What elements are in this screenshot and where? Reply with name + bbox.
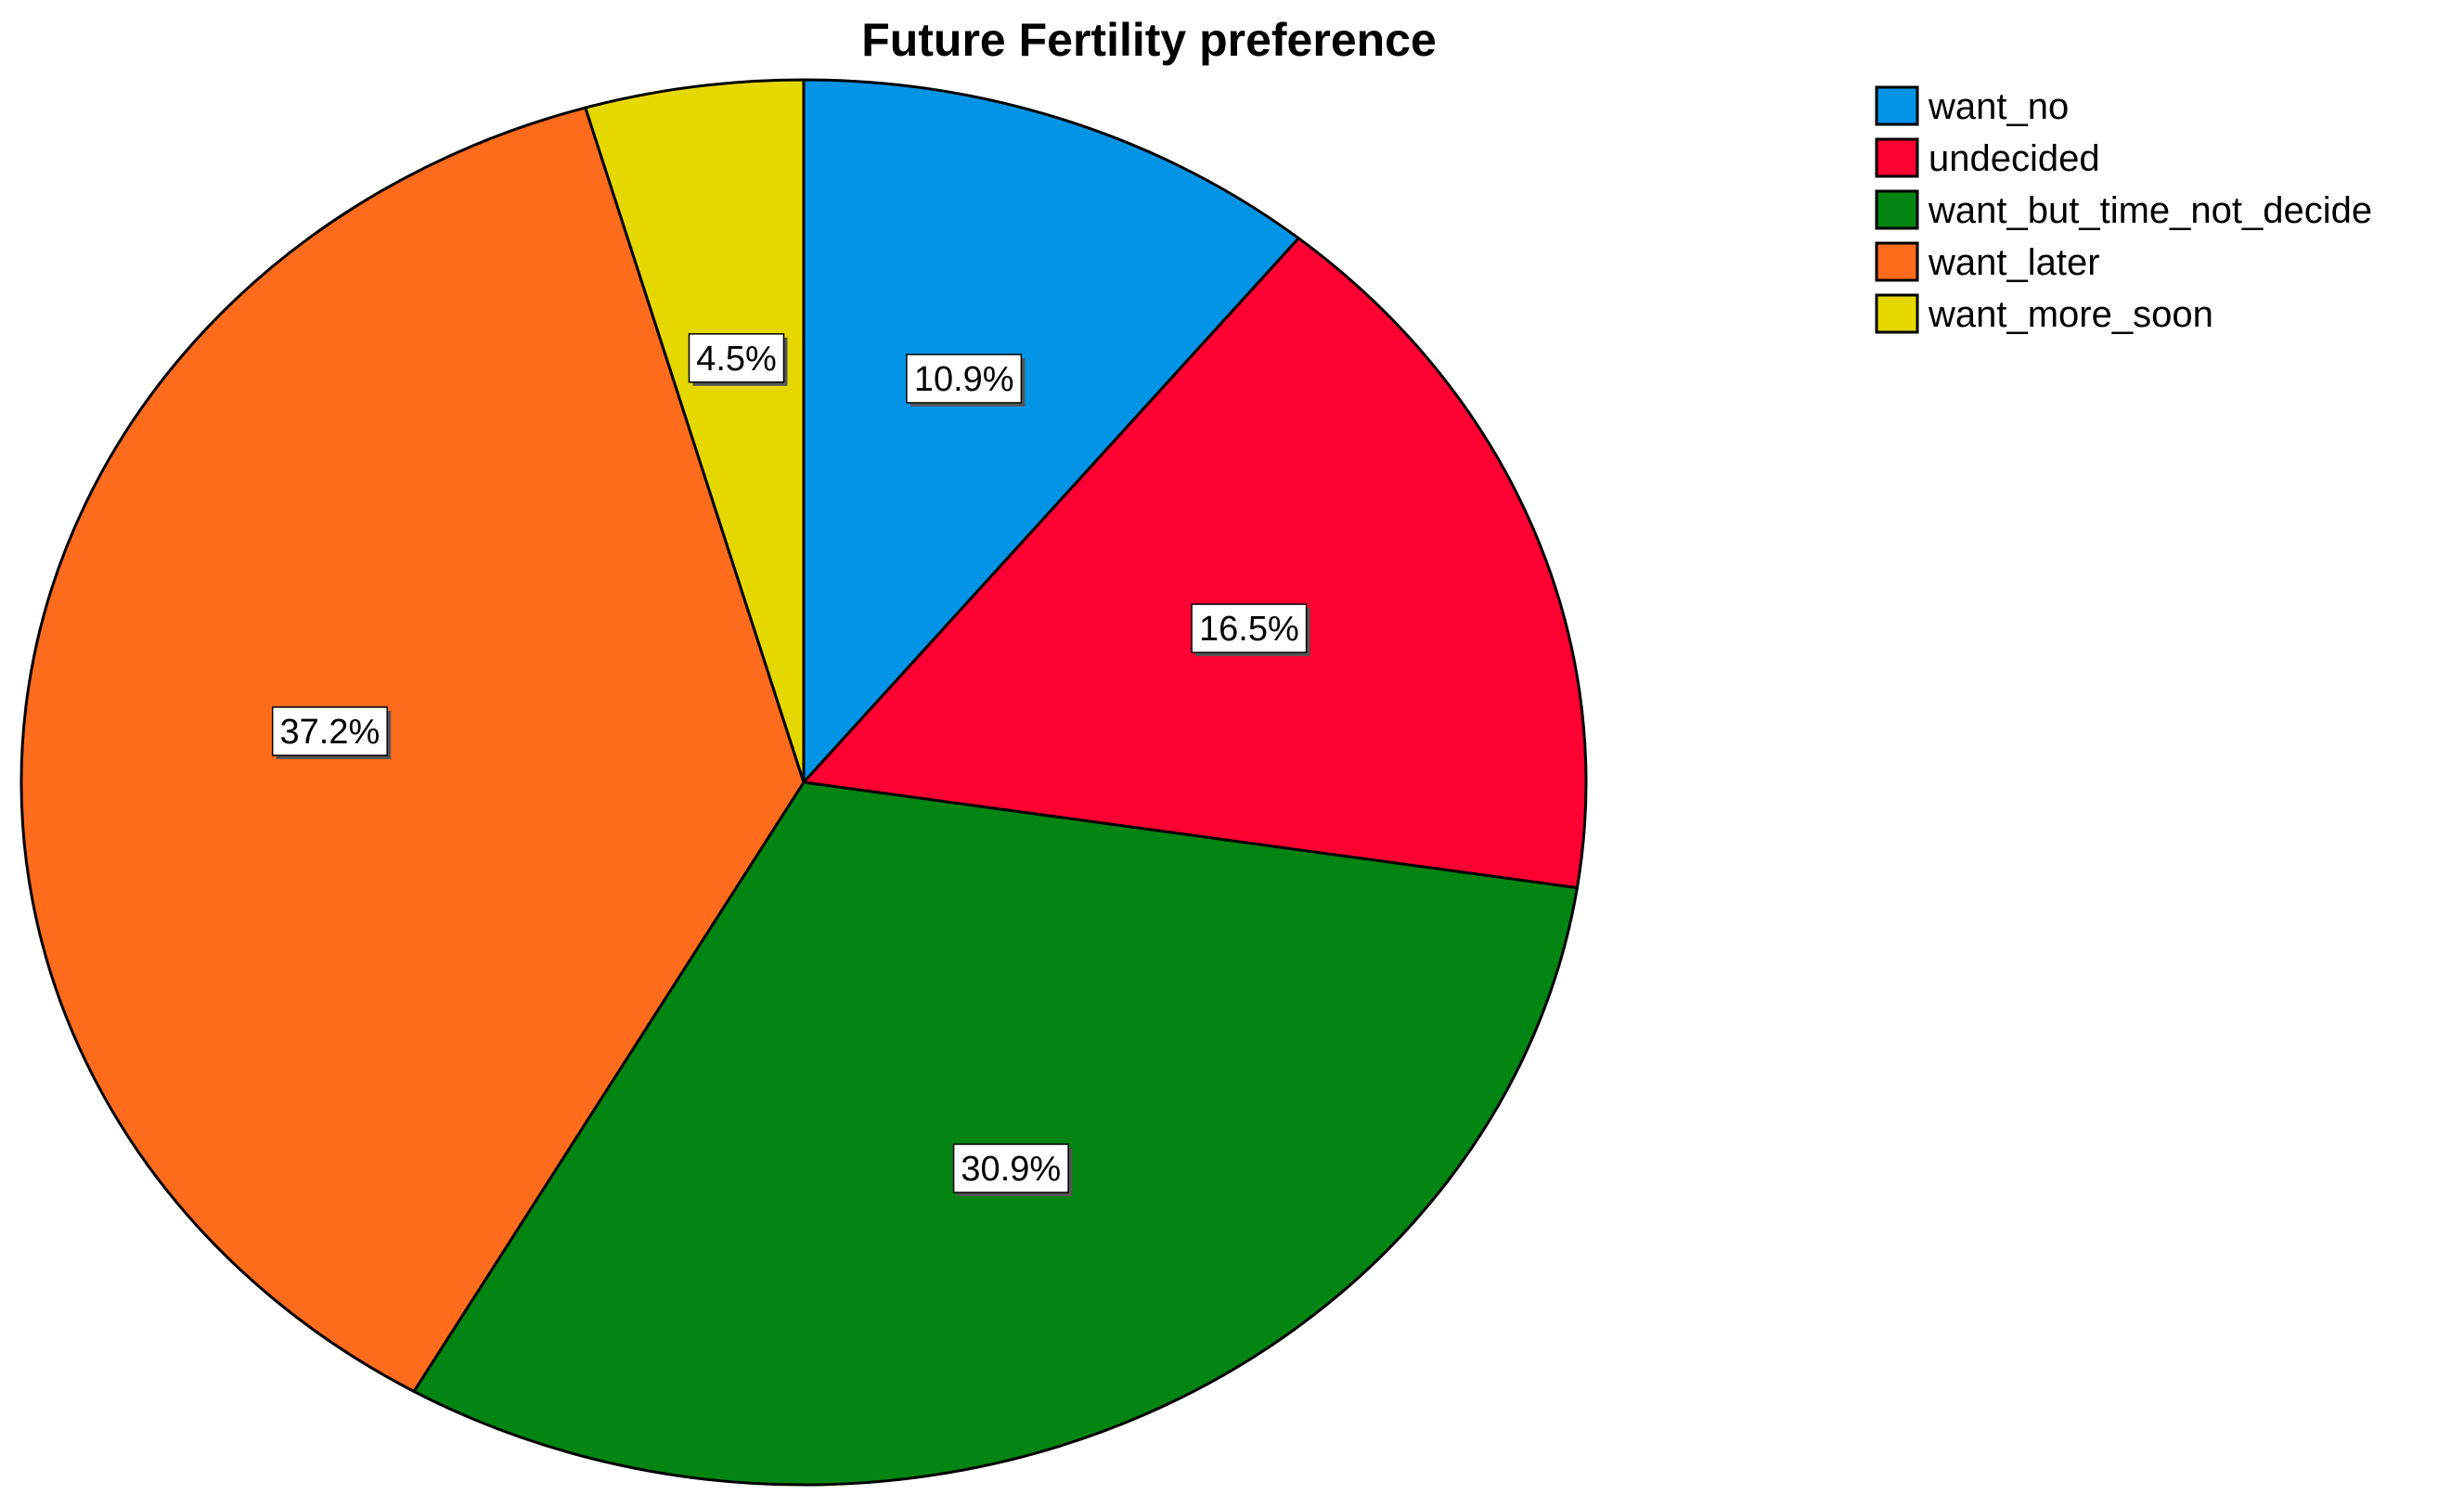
legend-item-want-later: want_later xyxy=(1875,241,2100,283)
data-label-box xyxy=(1191,603,1308,653)
data-label-box xyxy=(952,1143,1069,1193)
chart-title: Future Fertility preference xyxy=(861,14,1437,66)
pie-slice-want-more-soon xyxy=(584,78,806,784)
data-label-text: 30.9% xyxy=(961,1150,1061,1189)
data-label-want-later: 37.2% xyxy=(271,706,392,759)
pie-slices xyxy=(19,78,1588,1487)
legend-label: undecided xyxy=(1929,138,2100,179)
legend-swatch xyxy=(1875,137,1919,178)
pie-slice-want-but-time-not-decide xyxy=(412,780,1579,1487)
pie-slice-want-no xyxy=(802,78,1300,784)
legend-label: want_but_time_not_decide xyxy=(1928,190,2372,231)
data-label-box xyxy=(271,706,388,756)
data-label-text: 4.5% xyxy=(696,340,777,379)
legend-swatch xyxy=(1875,241,1919,282)
data-label-text: 10.9% xyxy=(914,360,1014,399)
pie-data-labels: 10.9% 16.5% 30.9% 37.2% 4.5% xyxy=(271,333,1310,1196)
data-label-want-more-soon: 4.5% xyxy=(688,333,788,386)
pie-slice-undecided xyxy=(802,237,1588,890)
legend-item-want-no: want_no xyxy=(1875,85,2069,127)
legend-item-want-more-soon: want_more_soon xyxy=(1875,293,2213,335)
legend-label: want_no xyxy=(1928,86,2069,127)
data-label-text: 16.5% xyxy=(1199,610,1299,649)
legend: want_no undecided want_but_time_not_decide… xyxy=(1875,85,2372,335)
data-label-box xyxy=(906,354,1023,404)
data-label-undecided: 16.5% xyxy=(1191,603,1310,657)
data-label-box xyxy=(688,333,785,383)
legend-item-want-but-time-not-decide: want_but_time_not_decide xyxy=(1875,189,2372,231)
data-label-text: 37.2% xyxy=(280,713,381,752)
legend-swatch xyxy=(1875,293,1919,334)
pie-slice-want-later xyxy=(19,106,806,1393)
legend-label: want_later xyxy=(1928,242,2100,283)
legend-swatch xyxy=(1875,85,1919,126)
data-label-want-but-time-not-decide: 30.9% xyxy=(952,1143,1073,1196)
legend-swatch xyxy=(1875,189,1919,230)
data-label-want-no: 10.9% xyxy=(906,354,1026,406)
legend-item-undecided: undecided xyxy=(1875,137,2100,179)
legend-label: want_more_soon xyxy=(1928,294,2213,335)
